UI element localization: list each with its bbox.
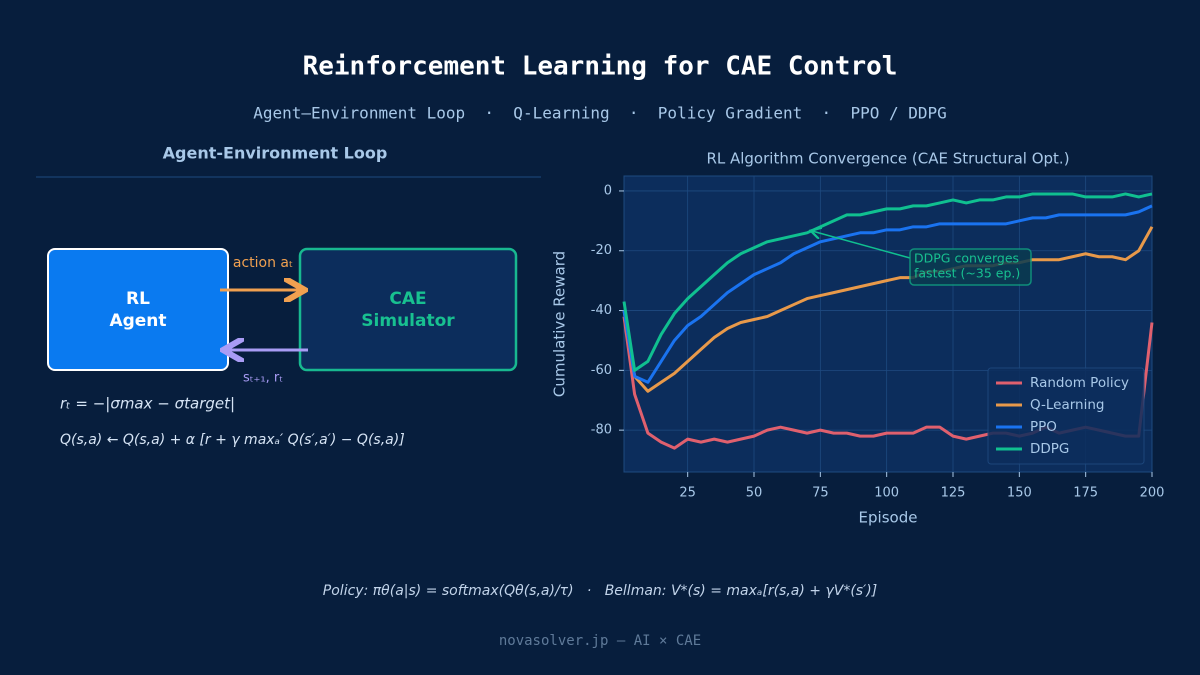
edge-label: action aₜ: [233, 255, 293, 271]
credit: novasolver.jp — AI × CAE: [499, 633, 701, 649]
legend-label: Q-Learning: [1030, 397, 1104, 413]
x-tick-label: 125: [941, 486, 966, 501]
x-tick-label: 150: [1007, 486, 1032, 501]
y-tick-label: -40: [591, 303, 612, 318]
simulator-box: [298, 247, 518, 372]
edge-label: sₜ₊₁, rₜ: [243, 371, 283, 386]
formula: rₜ = −|σmax − σtarget|: [60, 395, 235, 413]
y-tick-label: 0: [604, 183, 612, 198]
legend-label: Random Policy: [1030, 375, 1129, 391]
annotation: DDPG converges: [914, 251, 1019, 266]
agent-box: [47, 248, 229, 371]
x-axis-label: Episode: [859, 509, 918, 527]
y-tick-label: -60: [591, 363, 612, 378]
series-line: [622, 204, 1153, 384]
y-tick-label: -80: [591, 423, 612, 438]
legend-label: DDPG: [1030, 441, 1069, 457]
y-tick-label: -20: [591, 243, 612, 258]
x-tick-label: 100: [874, 486, 899, 501]
x-tick-label: 25: [679, 486, 696, 501]
node-label: Simulator: [361, 311, 455, 331]
title: Reinforcement Learning for CAE Control: [303, 52, 898, 82]
diagram-title: Agent-Environment Loop: [163, 144, 388, 163]
x-tick-label: 200: [1140, 486, 1165, 501]
series-line: [622, 226, 1154, 393]
chart: RL Algorithm Convergence (CAE Structural…: [551, 150, 1165, 527]
subtitle: Agent–Environment Loop · Q-Learning · Po…: [253, 104, 947, 123]
legend-box: [987, 367, 1145, 465]
annotation-arrow: [812, 231, 911, 259]
footer-formula: Policy: πθ(a|s) = softmax(Qθ(s,a)/τ) · B…: [323, 583, 877, 599]
node-label: Agent: [109, 311, 166, 331]
node-label: CAE: [389, 289, 426, 309]
legend-label: PPO: [1030, 419, 1057, 435]
formula: Q(s,a) ← Q(s,a) + α [r + γ maxₐ′ Q(s′,a′…: [60, 432, 405, 448]
annotation: fastest (~35 ep.): [914, 266, 1020, 281]
annotation-box: [909, 248, 1032, 286]
x-tick-label: 175: [1073, 486, 1098, 501]
chart-title: RL Algorithm Convergence (CAE Structural…: [706, 150, 1069, 168]
x-tick-label: 75: [812, 486, 829, 501]
y-axis-label: Cumulative Reward: [551, 251, 569, 397]
series-line: [622, 192, 1153, 372]
x-tick-label: 50: [746, 486, 763, 501]
node-label: RL: [126, 289, 150, 309]
